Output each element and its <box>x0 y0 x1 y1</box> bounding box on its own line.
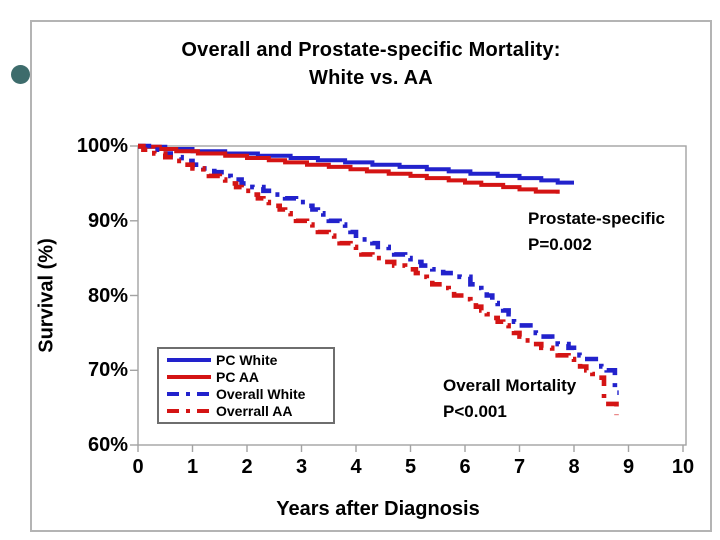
x-tick-label: 0 <box>132 456 144 478</box>
chart-title-line2: White vs. AA <box>309 67 433 89</box>
series-line-pc-aa <box>138 144 560 194</box>
legend-item-label: Overall White <box>216 386 306 402</box>
series-line-overall-white <box>138 143 619 395</box>
annotation-prostate-specific: Prostate-specific P=0.002 <box>528 206 665 258</box>
x-tick-label: 6 <box>459 456 471 478</box>
y-tick-label: 90% <box>87 209 128 232</box>
chart-frame <box>30 20 712 532</box>
annotation-overall-pvalue: P<0.001 <box>443 402 507 421</box>
x-axis-title: Years after Diagnosis <box>276 498 480 520</box>
x-tick-label: 2 <box>241 456 253 478</box>
y-tick-label: 100% <box>76 135 128 157</box>
legend-line-sample <box>167 375 211 379</box>
x-tick-label: 3 <box>295 456 308 478</box>
legend-item-label: PC AA <box>216 369 260 385</box>
axis-ticks <box>130 145 684 452</box>
y-tick-label: 60% <box>87 434 128 456</box>
survival-curves <box>138 143 619 416</box>
series-line-overrall-aa <box>138 143 619 416</box>
x-tick-label: 5 <box>404 456 417 478</box>
legend-item: PC AA <box>159 369 333 385</box>
x-tick-label: 7 <box>513 456 526 478</box>
x-tick-label: 4 <box>350 456 362 478</box>
legend-item: Overrall AA <box>159 403 333 419</box>
legend-line-sample <box>167 409 211 413</box>
legend-box: PC White PC AA Overall White Overrall AA <box>157 347 335 424</box>
x-tick-label: 10 <box>671 456 695 478</box>
annotation-prostate-pvalue: P=0.002 <box>528 235 592 254</box>
legend-item: Overall White <box>159 386 333 402</box>
legend-line-sample <box>167 358 211 362</box>
chart-title-line1: Overall and Prostate-specific Mortality: <box>181 39 561 61</box>
y-tick-label: 70% <box>87 359 128 382</box>
chart-title: Overall and Prostate-specific Mortality:… <box>30 36 712 92</box>
annotation-overall-line1: Overall Mortality <box>443 376 577 395</box>
x-tick-label: 8 <box>568 456 580 478</box>
legend-line-sample <box>167 392 211 396</box>
legend-item-label: PC White <box>216 352 278 368</box>
annotation-prostate-line1: Prostate-specific <box>528 209 665 228</box>
legend-item-label: Overrall AA <box>216 403 293 419</box>
annotation-overall-mortality: Overall Mortality P<0.001 <box>443 373 576 425</box>
y-tick-label: 80% <box>87 284 128 307</box>
x-tick-label: 9 <box>622 456 635 478</box>
legend-item: PC White <box>159 352 333 368</box>
x-tick-label: 1 <box>186 456 199 478</box>
slide-bullet <box>11 65 30 84</box>
series-line-pc-white <box>138 144 574 185</box>
